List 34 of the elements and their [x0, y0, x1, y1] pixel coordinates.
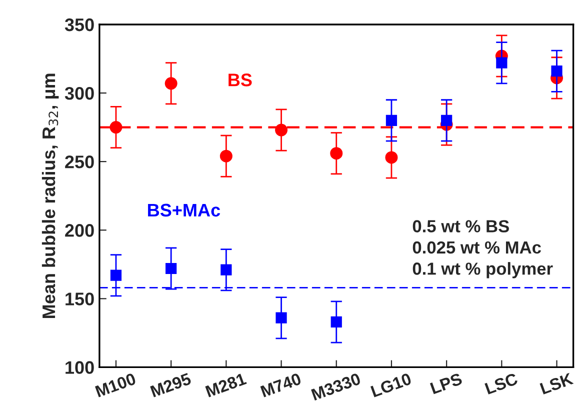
y-tick-label: 250: [65, 156, 94, 168]
point: [166, 262, 177, 274]
point: [220, 150, 232, 162]
point: [220, 264, 232, 276]
x-tick-label: LG10: [370, 372, 412, 398]
point: [110, 270, 122, 281]
point: [110, 121, 122, 134]
x-tick-label: M295: [150, 372, 192, 398]
y-tick-label: 100: [66, 361, 94, 374]
y-tick-label: 300: [64, 86, 94, 100]
point: [276, 312, 287, 324]
annotation: 0.5 wt % BS 0.025 wt % MAc 0.1 wt % polymer: [412, 220, 553, 278]
y-tick-label: 350: [64, 18, 94, 32]
y-tick-label: 200: [65, 224, 94, 237]
y-axis-title: Mean bubble radius, R$_{32}$, μm: [42, 74, 59, 318]
point: [164, 77, 178, 90]
point: [551, 66, 562, 77]
x-tick-label: M281: [205, 372, 247, 398]
x-tick-label: LSK: [540, 372, 574, 395]
x-tick-label: M740: [260, 372, 302, 398]
point: [386, 114, 398, 126]
text: BS+MAc: [148, 204, 220, 217]
point: [330, 147, 343, 160]
point: [385, 151, 398, 164]
x-tick-label: M100: [94, 372, 136, 398]
point: [330, 316, 342, 328]
point: [275, 124, 288, 136]
y-tick-label: 150: [66, 292, 94, 306]
x-tick-label: M3330: [310, 372, 362, 401]
point: [496, 57, 508, 68]
x-tick-label: LSC: [484, 372, 518, 395]
point: [441, 114, 452, 126]
x-tick-label: LPS: [430, 372, 463, 394]
text: BS: [228, 74, 252, 86]
